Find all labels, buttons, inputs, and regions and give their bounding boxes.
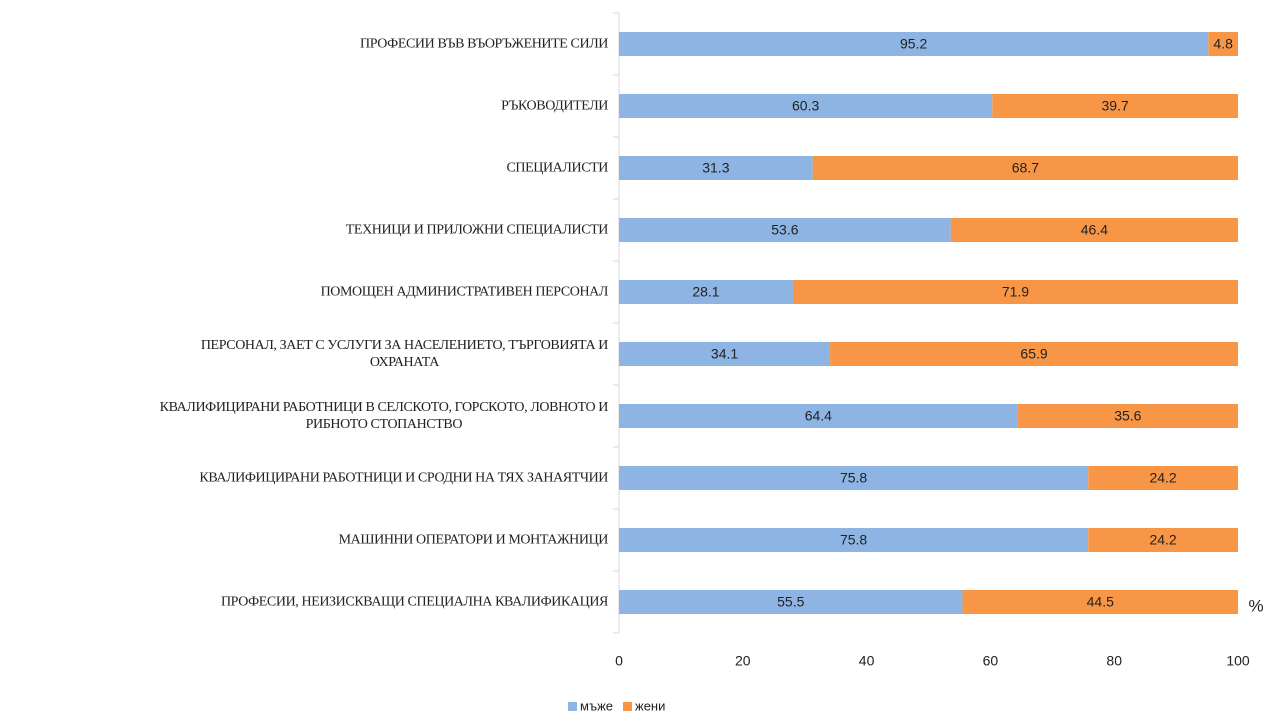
- bar-segment: [619, 280, 793, 304]
- bar-segment: [619, 94, 993, 118]
- legend-swatch: [568, 702, 577, 711]
- bar-segment: [962, 590, 1238, 614]
- value-label: 68.7: [1012, 160, 1039, 176]
- value-label: 71.9: [1002, 284, 1029, 300]
- category-label: КВАЛИФИЦИРАНИ РАБОТНИЦИ В СЕЛСКОТО, ГОРС…: [159, 400, 609, 432]
- legend-swatch: [623, 702, 632, 711]
- category-label: ТЕХНИЦИ И ПРИЛОЖНИ СПЕЦИАЛИСТИ: [345, 222, 609, 238]
- bar-segment: [792, 280, 1238, 304]
- value-label: 34.1: [711, 346, 738, 362]
- x-tick-label: 20: [735, 653, 751, 669]
- category-label: МАШИННИ ОПЕРАТОРИ И МОНТАЖНИЦИ: [338, 532, 609, 548]
- category-label: ПРОФЕСИИ ВЪВ ВЪОРЪЖЕНИТЕ СИЛИ: [360, 36, 608, 52]
- bar-segment: [619, 32, 1209, 56]
- bar-segment: [992, 94, 1238, 118]
- value-label: 28.1: [692, 284, 719, 300]
- bar-segment: [1088, 528, 1238, 552]
- bar-segment: [619, 404, 1018, 428]
- legend-label: жени: [635, 698, 665, 713]
- bar-segment: [1088, 466, 1238, 490]
- value-label: 4.8: [1213, 36, 1233, 52]
- bar-segment: [830, 342, 1238, 366]
- value-label: 95.2: [900, 36, 927, 52]
- x-tick-label: 60: [983, 653, 999, 669]
- x-tick-label: 0: [615, 653, 623, 669]
- bar-segment: [812, 156, 1238, 180]
- category-label: КВАЛИФИЦИРАНИ РАБОТНИЦИ И СРОДНИ НА ТЯХ …: [199, 470, 608, 486]
- value-label: 35.6: [1114, 408, 1141, 424]
- category-label: ПРОФЕСИИ, НЕИЗИСКВАЩИ СПЕЦИАЛНА КВАЛИФИК…: [220, 594, 608, 610]
- value-label: 65.9: [1020, 346, 1047, 362]
- category-label: ПОМОЩЕН АДМИНИСТРАТИВЕН ПЕРСОНАЛ: [320, 284, 609, 300]
- bar-segment: [1017, 404, 1238, 428]
- category-label: ПЕРСОНАЛ, ЗАЕТ С УСЛУГИ ЗА НАСЕЛЕНИЕТО, …: [200, 338, 609, 370]
- value-label: 53.6: [771, 222, 798, 238]
- bar-segment: [619, 342, 831, 366]
- value-label: 60.3: [792, 98, 819, 114]
- value-label: 44.5: [1087, 594, 1114, 610]
- x-tick-label: 40: [859, 653, 875, 669]
- value-label: 39.7: [1102, 98, 1129, 114]
- category-label: СПЕЦИАЛИСТИ: [506, 160, 608, 176]
- value-label: 75.8: [840, 532, 867, 548]
- value-label: 46.4: [1081, 222, 1108, 238]
- x-unit: %: [1248, 596, 1263, 615]
- value-label: 31.3: [702, 160, 729, 176]
- value-label: 24.2: [1149, 532, 1176, 548]
- bar-segment: [950, 218, 1238, 242]
- bar-segment: [619, 156, 813, 180]
- value-label: 64.4: [805, 408, 832, 424]
- bar-segment: [619, 528, 1089, 552]
- bar-segment: [619, 466, 1089, 490]
- bar-segment: [1208, 32, 1238, 56]
- x-tick-label: 80: [1106, 653, 1122, 669]
- value-label: 55.5: [777, 594, 804, 610]
- value-label: 24.2: [1149, 470, 1176, 486]
- legend-label: мъже: [580, 698, 613, 713]
- bar-segment: [619, 590, 963, 614]
- x-tick-label: 100: [1226, 653, 1250, 669]
- category-label: РЪКОВОДИТЕЛИ: [501, 98, 608, 114]
- bar-segment: [619, 218, 951, 242]
- value-label: 75.8: [840, 470, 867, 486]
